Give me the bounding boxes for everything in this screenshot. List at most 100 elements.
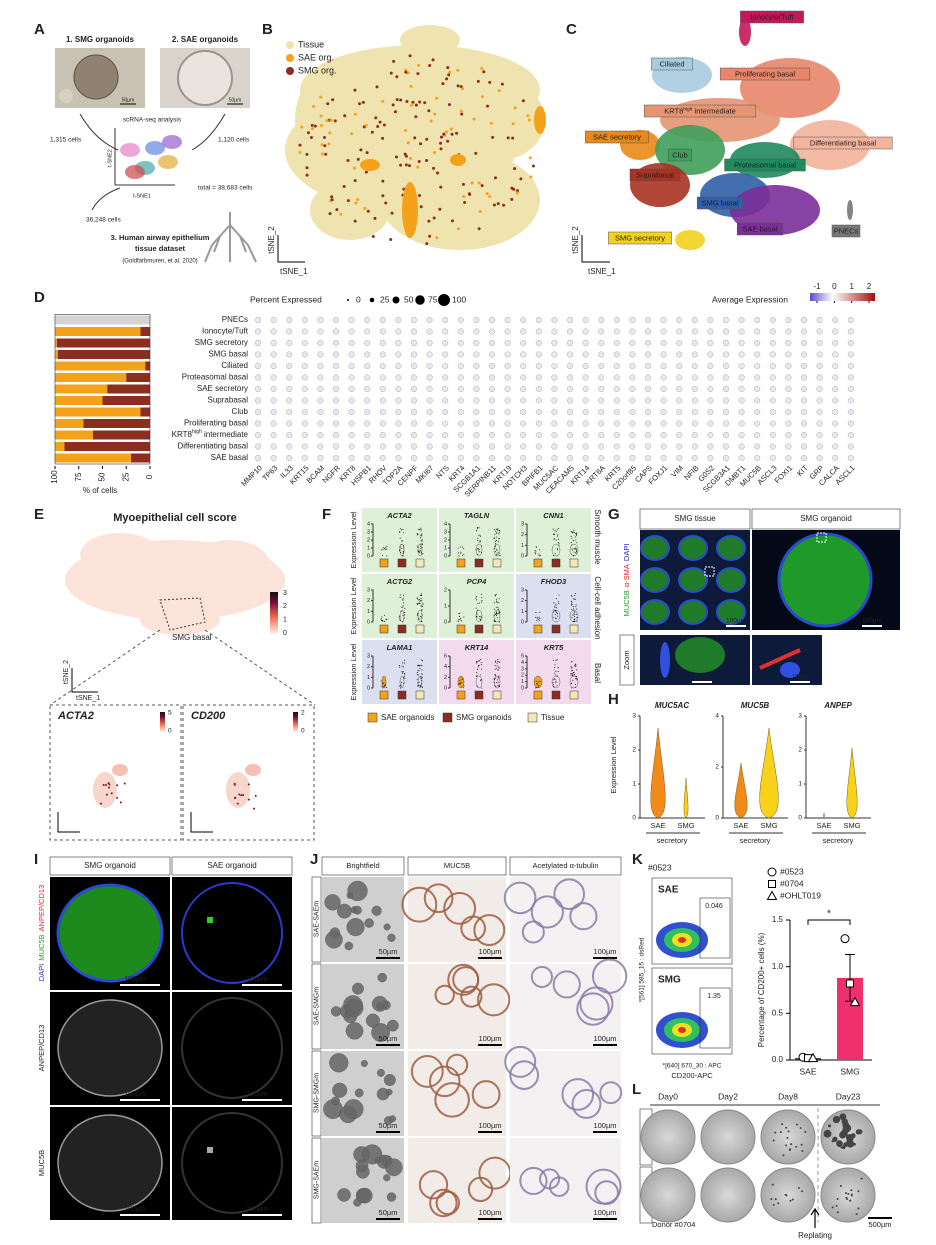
expression-dot xyxy=(254,443,262,450)
expression-dot xyxy=(785,385,792,393)
point xyxy=(534,552,536,554)
point xyxy=(479,602,481,604)
nucleus xyxy=(780,662,800,678)
y-tick-label: 1 xyxy=(521,609,524,615)
significance: * xyxy=(827,909,831,920)
point xyxy=(573,665,575,667)
point xyxy=(768,880,776,888)
y-tick-label: 1 xyxy=(444,603,447,609)
expression-dot xyxy=(816,397,823,404)
organoid xyxy=(585,1168,622,1205)
header-box xyxy=(639,508,751,530)
cell xyxy=(439,185,443,189)
label: t-SNE2 xyxy=(107,149,113,167)
expression-dot xyxy=(582,397,589,404)
colony xyxy=(795,1123,798,1126)
size-legend-dot xyxy=(369,297,375,303)
group-marker xyxy=(456,558,466,568)
lung-icon xyxy=(204,212,257,263)
point xyxy=(476,662,478,664)
point xyxy=(571,617,573,619)
cluster-label-box xyxy=(793,136,893,150)
y-tick-label: 4 xyxy=(367,521,370,527)
point xyxy=(402,662,404,664)
point xyxy=(420,621,422,623)
expression-dot xyxy=(520,397,527,404)
point xyxy=(576,542,578,544)
expression-dot xyxy=(832,420,839,427)
expression-dot xyxy=(410,431,418,439)
expression-dot xyxy=(332,408,340,416)
point xyxy=(555,681,557,683)
expression-dot xyxy=(707,454,714,462)
point xyxy=(576,678,578,680)
expression-dot xyxy=(800,362,808,370)
point xyxy=(418,551,420,553)
expression-dot xyxy=(738,351,745,358)
point xyxy=(535,680,537,682)
point xyxy=(496,682,498,684)
point xyxy=(537,617,539,619)
expression-dot xyxy=(707,351,714,358)
point xyxy=(553,686,555,688)
point xyxy=(558,538,560,540)
point xyxy=(420,593,422,595)
point xyxy=(574,552,576,554)
point xyxy=(552,528,554,530)
point xyxy=(399,549,401,551)
y-axis-label: Percentage of CD200+ cells (%) xyxy=(757,932,766,1047)
expression-dot xyxy=(582,443,589,450)
point xyxy=(575,613,577,615)
cell xyxy=(320,142,324,146)
group-marker xyxy=(492,558,502,568)
point xyxy=(494,543,496,545)
organoid xyxy=(504,1045,537,1078)
expression-dot xyxy=(738,385,745,393)
colony xyxy=(849,1134,853,1138)
gate-value: 1.35 xyxy=(707,993,721,1000)
row-label: SMG-SMGm xyxy=(313,1073,320,1113)
colony xyxy=(852,1142,856,1146)
point xyxy=(572,606,574,608)
row-label: SAE-SAEm xyxy=(313,901,320,937)
point xyxy=(575,549,577,551)
cell xyxy=(413,136,417,140)
cell-type-label: Club xyxy=(232,407,249,416)
organoid xyxy=(471,1080,501,1109)
point xyxy=(555,611,557,613)
point xyxy=(477,666,479,668)
point xyxy=(403,551,405,553)
point xyxy=(420,599,422,601)
point xyxy=(575,539,577,541)
image xyxy=(408,964,506,1049)
expression-dot xyxy=(769,454,776,462)
organoid xyxy=(332,1082,348,1098)
expression-dot xyxy=(457,397,464,404)
point xyxy=(558,527,560,529)
expression-dot xyxy=(364,420,371,427)
day-label: Day8 xyxy=(778,1091,798,1101)
point xyxy=(404,672,406,674)
point xyxy=(496,531,498,533)
point xyxy=(421,533,423,535)
expression-dot xyxy=(566,328,574,335)
point xyxy=(570,542,572,544)
organoid xyxy=(599,1081,623,1105)
expression-dot xyxy=(676,431,683,439)
expression-dot xyxy=(754,339,761,347)
expression-dot xyxy=(270,374,277,381)
expression-dot xyxy=(551,362,558,370)
cell xyxy=(381,99,385,103)
expression-dot xyxy=(582,374,589,381)
expression-dot xyxy=(691,374,698,381)
point xyxy=(478,534,480,536)
point xyxy=(382,549,384,551)
point xyxy=(400,551,402,553)
violin xyxy=(533,675,543,689)
point xyxy=(382,554,384,556)
point xyxy=(476,609,478,611)
expression-dot xyxy=(722,316,730,324)
fraction-bar xyxy=(55,361,146,371)
point xyxy=(421,547,423,549)
organoid xyxy=(388,1115,397,1123)
